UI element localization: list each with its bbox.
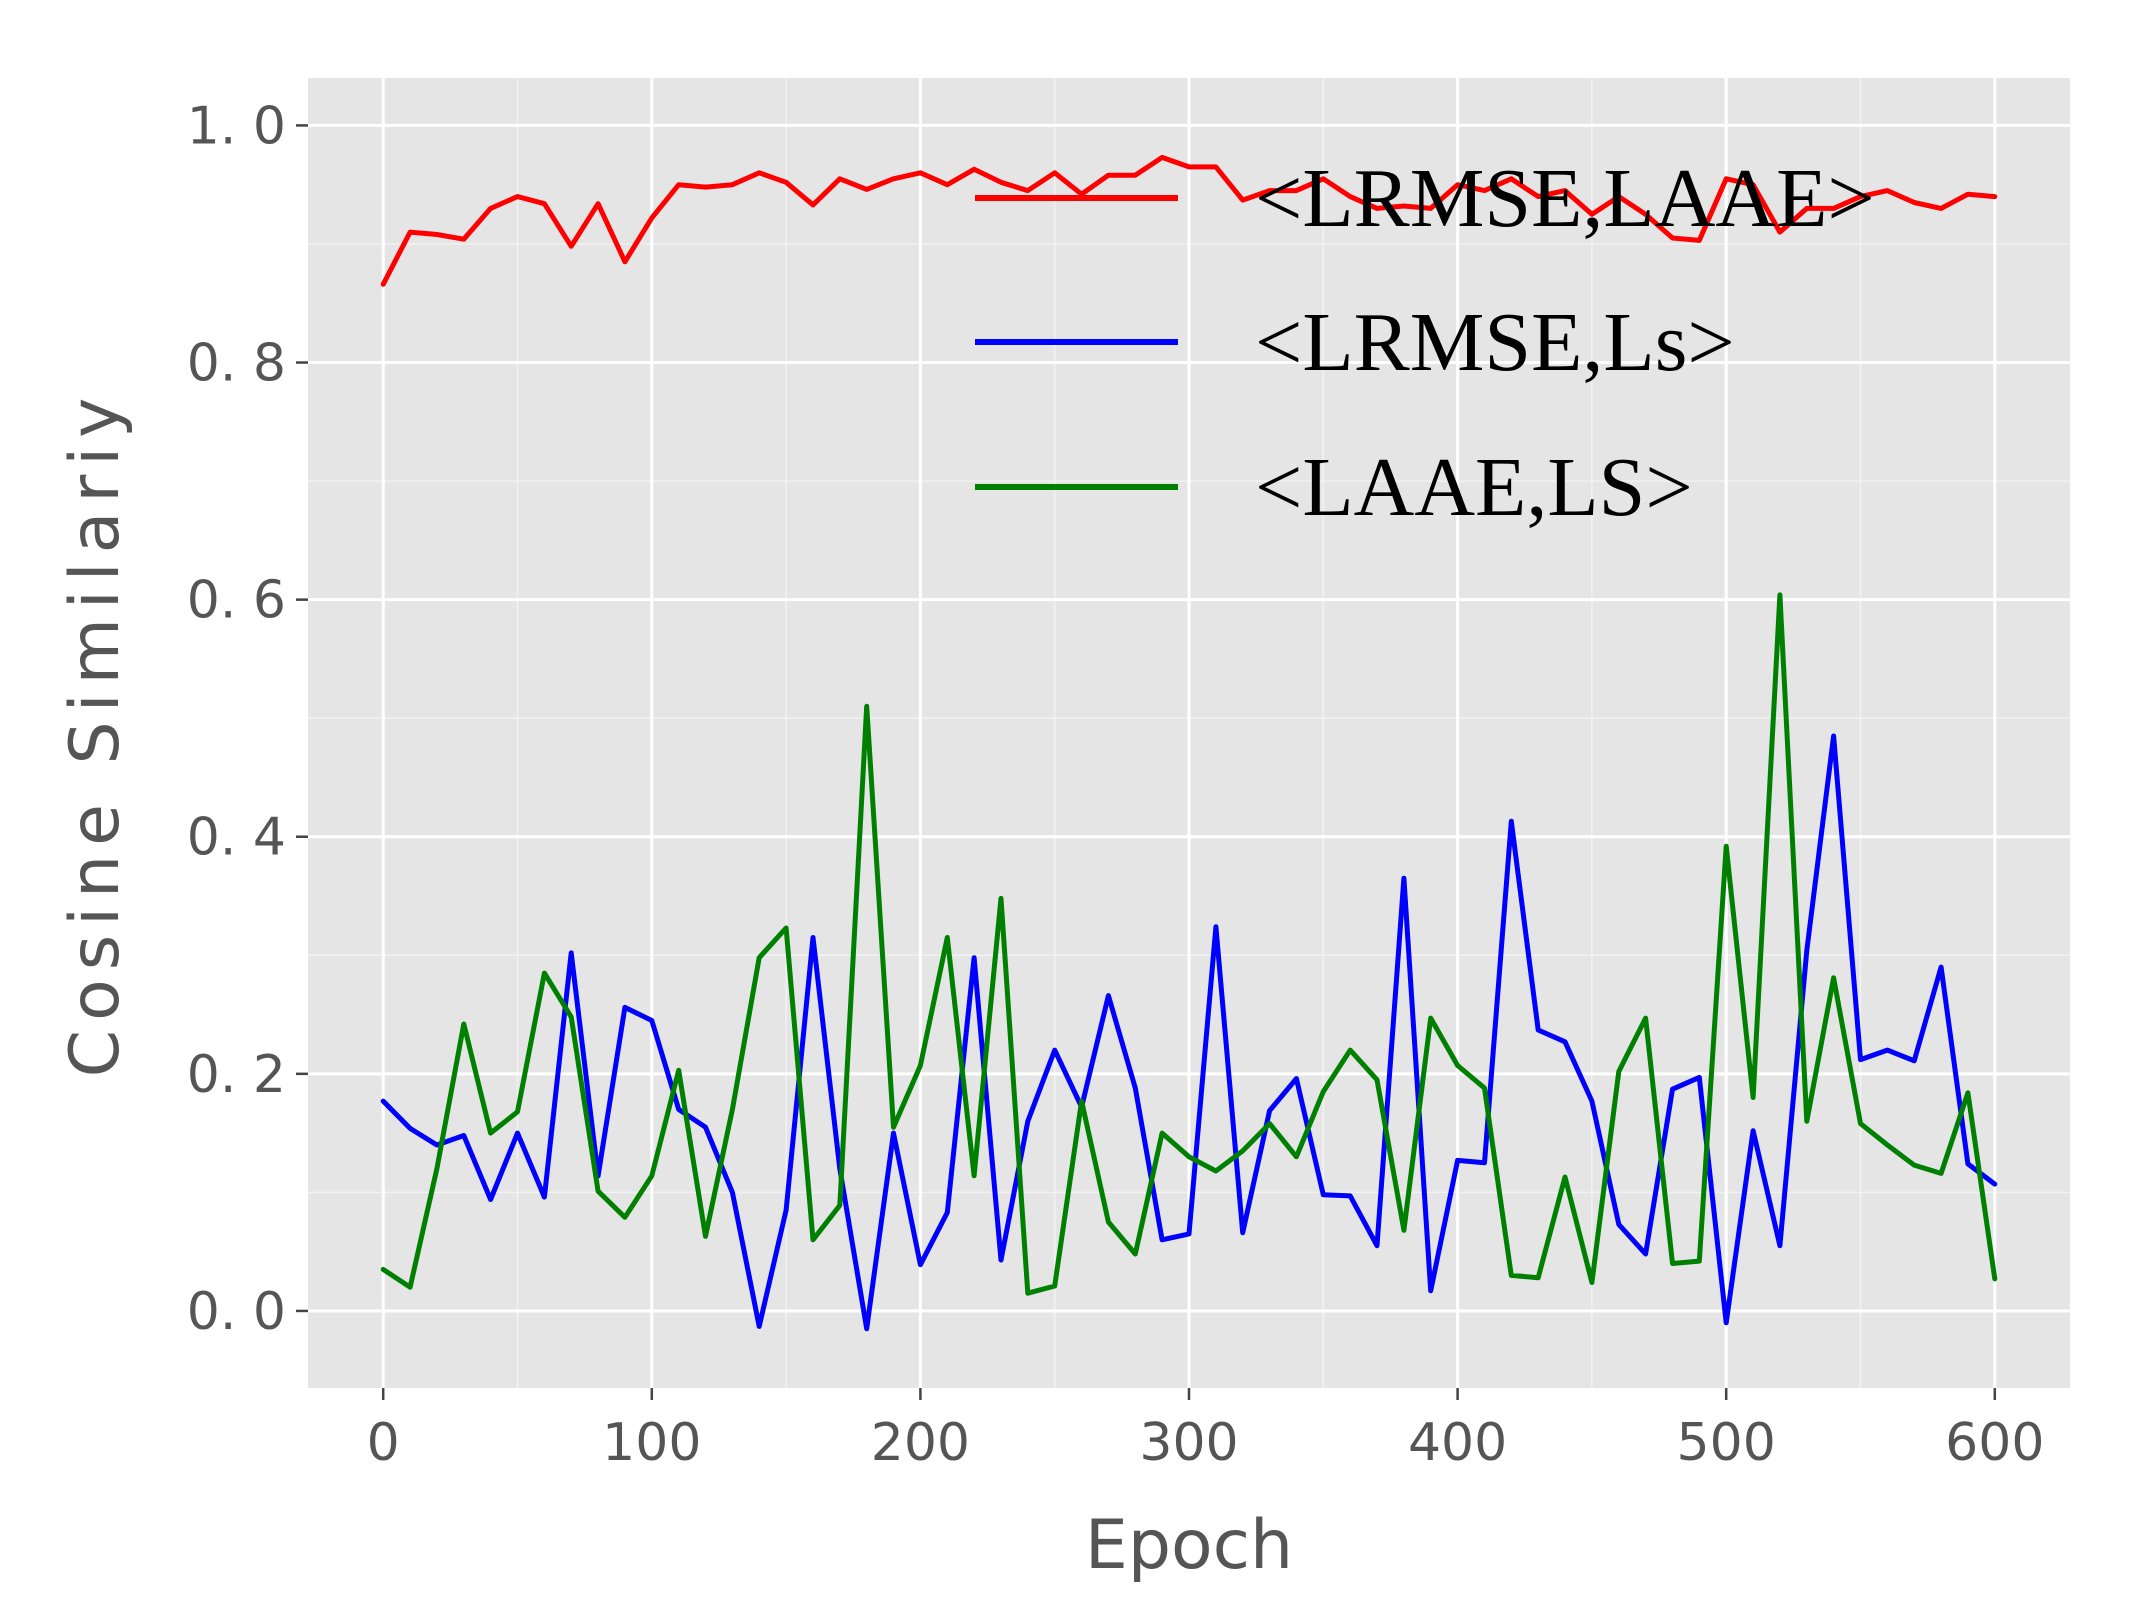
y-tick-label: 0. 4 (187, 808, 286, 868)
x-tick-label: 600 (1945, 1413, 2044, 1473)
x-tick-label: 100 (602, 1413, 701, 1473)
legend-label-1: <LRMSE,Ls> (1255, 296, 1735, 389)
x-tick-label: 0 (367, 1413, 400, 1473)
y-tick-label: 0. 0 (187, 1282, 286, 1342)
legend-label-0: <LRMSE,LAAE> (1255, 152, 1875, 245)
series-lines (380, 154, 1998, 1332)
y-axis-label: Cosine Similariy (56, 389, 135, 1078)
y-tick-label: 0. 6 (187, 571, 286, 631)
x-axis-label: Epoch (1085, 1506, 1293, 1585)
grid-lines (308, 78, 2070, 1388)
x-axis: 0 100 200 300 400 500 600 (367, 1388, 2044, 1473)
legend-label-2: <LAAE,LS> (1255, 441, 1693, 534)
x-tick-label: 500 (1677, 1413, 1776, 1473)
y-tick-label: 0. 2 (187, 1045, 286, 1105)
y-axis: 0. 0 0. 2 0. 4 0. 6 0. 8 1. 0 (187, 96, 308, 1342)
y-tick-label: 0. 8 (187, 334, 286, 394)
legend: <LRMSE,LAAE> <LRMSE,Ls> <LAAE,LS> (975, 152, 1875, 534)
series-line-0 (380, 154, 1998, 287)
x-tick-label: 400 (1408, 1413, 1507, 1473)
x-tick-label: 300 (1139, 1413, 1238, 1473)
series-line-2 (380, 592, 1998, 1296)
y-tick-label: 1. 0 (187, 96, 286, 156)
x-tick-label: 200 (871, 1413, 970, 1473)
series-line-1 (380, 733, 1998, 1332)
